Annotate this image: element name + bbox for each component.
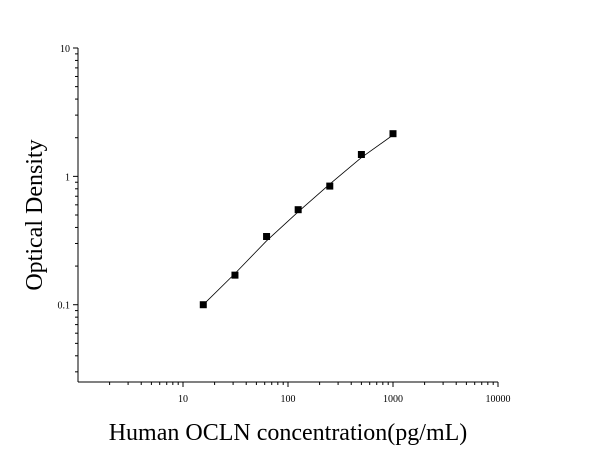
data-point [263, 232, 271, 240]
x-tick-labels: 10 100 1000 10000 [178, 394, 511, 405]
x-tick-label: 10000 [486, 394, 511, 405]
axes [77, 48, 498, 383]
y-ticks [73, 47, 78, 373]
data-point [231, 271, 239, 279]
data-points [199, 130, 397, 309]
x-tick-label: 10 [178, 394, 188, 405]
x-ticks [109, 382, 499, 387]
data-point [389, 130, 397, 138]
fit-curve-group [203, 134, 394, 305]
y-tick-labels: 0.1 1 10 [58, 44, 71, 312]
data-point [357, 151, 365, 159]
y-tick-label: 10 [60, 44, 70, 55]
x-tick-label: 100 [281, 394, 296, 405]
data-point [294, 206, 302, 214]
data-point [199, 301, 207, 309]
x-tick-label: 1000 [383, 394, 403, 405]
fit-curve [203, 134, 394, 305]
y-tick-label: 1 [65, 172, 70, 183]
y-tick-label: 0.1 [58, 301, 71, 312]
x-axis-title: Human OCLN concentration(pg/mL) [109, 420, 468, 446]
data-point [326, 182, 334, 190]
y-axis-title: Optical Density [22, 139, 48, 290]
